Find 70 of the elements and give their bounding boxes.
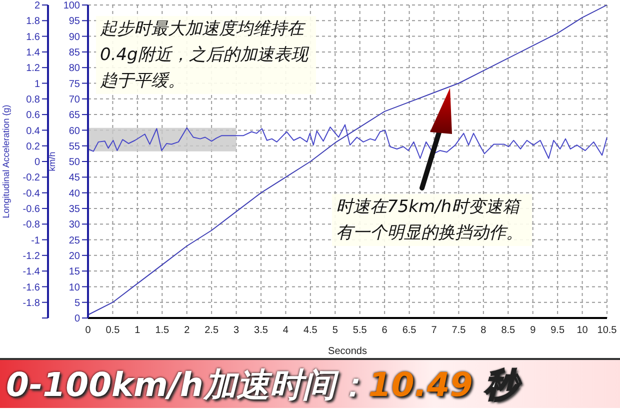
y2-tick-label: 60	[68, 126, 80, 137]
x-tick-label: 1.5	[155, 325, 170, 336]
annotation: 时速在75km/h时变速箱有一个明显的换挡动作。	[332, 194, 532, 246]
y2-tick-label: 75	[68, 78, 80, 90]
y-tick-label: -1.2	[22, 250, 40, 262]
x-tick-label: 10	[576, 325, 588, 336]
x-tick-label: 8	[480, 325, 487, 336]
x-tick-label: 1	[134, 325, 141, 336]
y2-tick-label: 90	[68, 32, 80, 43]
x-tick-label: 5.5	[352, 325, 368, 336]
y-tick-label: 1	[34, 78, 40, 90]
y2-tick-label: 100	[63, 0, 80, 12]
x-tick-label: 6.5	[402, 325, 417, 336]
y-axis-title: Longitudinal Acceleration (g)	[1, 104, 12, 218]
x-tick-label: 3.5	[254, 325, 268, 336]
y2-tick-label: 65	[68, 110, 80, 122]
y2-tick-label: 55	[68, 141, 80, 152]
x-tick-label: 5	[332, 325, 338, 336]
y2-tick-label: 5	[74, 298, 80, 309]
y2-tick-label: 25	[68, 235, 80, 246]
x-tick-label: 8.5	[501, 325, 516, 336]
y-tick-label: 0.4	[26, 126, 40, 137]
x-tick-label: 9.5	[550, 325, 565, 336]
y2-tick-label: 20	[68, 250, 80, 262]
x-tick-label: 10.5	[597, 325, 618, 336]
x-tick-label: 2	[184, 325, 190, 336]
y2-tick-label: 15	[68, 266, 80, 278]
y2-axis-title: km/h	[47, 152, 58, 172]
y-tick-label: -0.8	[22, 220, 40, 231]
y-tick-label: 0.8	[26, 94, 40, 106]
y-tick-label: -1.4	[22, 266, 40, 278]
y2-tick-label: 40	[68, 188, 80, 200]
y2-tick-label: 0	[74, 314, 80, 325]
x-tick-label: 4	[282, 325, 289, 336]
y-tick-label: 1.2	[26, 63, 40, 74]
y2-tick-label: 50	[68, 157, 80, 168]
x-tick-label: 0	[85, 325, 92, 336]
line-series	[88, 124, 607, 159]
x-tick-label: 3	[234, 325, 240, 336]
x-tick-label: 4.5	[303, 325, 318, 336]
y-tick-label: 1.4	[26, 48, 40, 58]
y-tick-label: 0	[34, 157, 40, 168]
x-axis-title: Seconds	[328, 346, 367, 357]
y-tick-label: 1.8	[26, 16, 40, 28]
x-tick-label: 9	[530, 325, 536, 336]
x-tick-label: 0.5	[106, 325, 120, 336]
y-tick-label: -1.6	[22, 282, 40, 294]
x-tick-label: 2.5	[204, 325, 219, 336]
y2-tick-label: 35	[68, 204, 80, 215]
y-tick-label: -1	[31, 235, 40, 246]
x-tick-label: 6	[382, 325, 388, 336]
y-tick-label: 2	[34, 0, 40, 12]
y2-tick-label: 80	[68, 63, 80, 74]
x-tick-label: 7.5	[452, 325, 466, 336]
y-tick-label: -1.8	[22, 298, 40, 309]
y2-tick-label: 95	[68, 16, 80, 28]
y2-tick-label: 70	[68, 94, 80, 106]
y2-tick-label: 30	[68, 220, 80, 231]
y2-tick-label: 10	[68, 282, 80, 294]
y2-tick-label: 45	[68, 172, 80, 184]
x-tick-label: 7	[431, 325, 438, 336]
y-tick-label: -0.4	[22, 188, 40, 200]
y-tick-label: 0.2	[26, 141, 40, 152]
line-series	[88, 5, 607, 316]
y-tick-label: 1.6	[26, 32, 40, 43]
annotation: 起步时最大加速度均维持在0.4g附近，之后的加速表现趋于平缓。	[96, 16, 316, 94]
y-tick-label: -0.2	[22, 172, 40, 184]
y2-tick-label: 85	[68, 48, 80, 58]
y-tick-label: 0.6	[26, 110, 40, 122]
y-tick-label: -0.6	[22, 204, 40, 215]
